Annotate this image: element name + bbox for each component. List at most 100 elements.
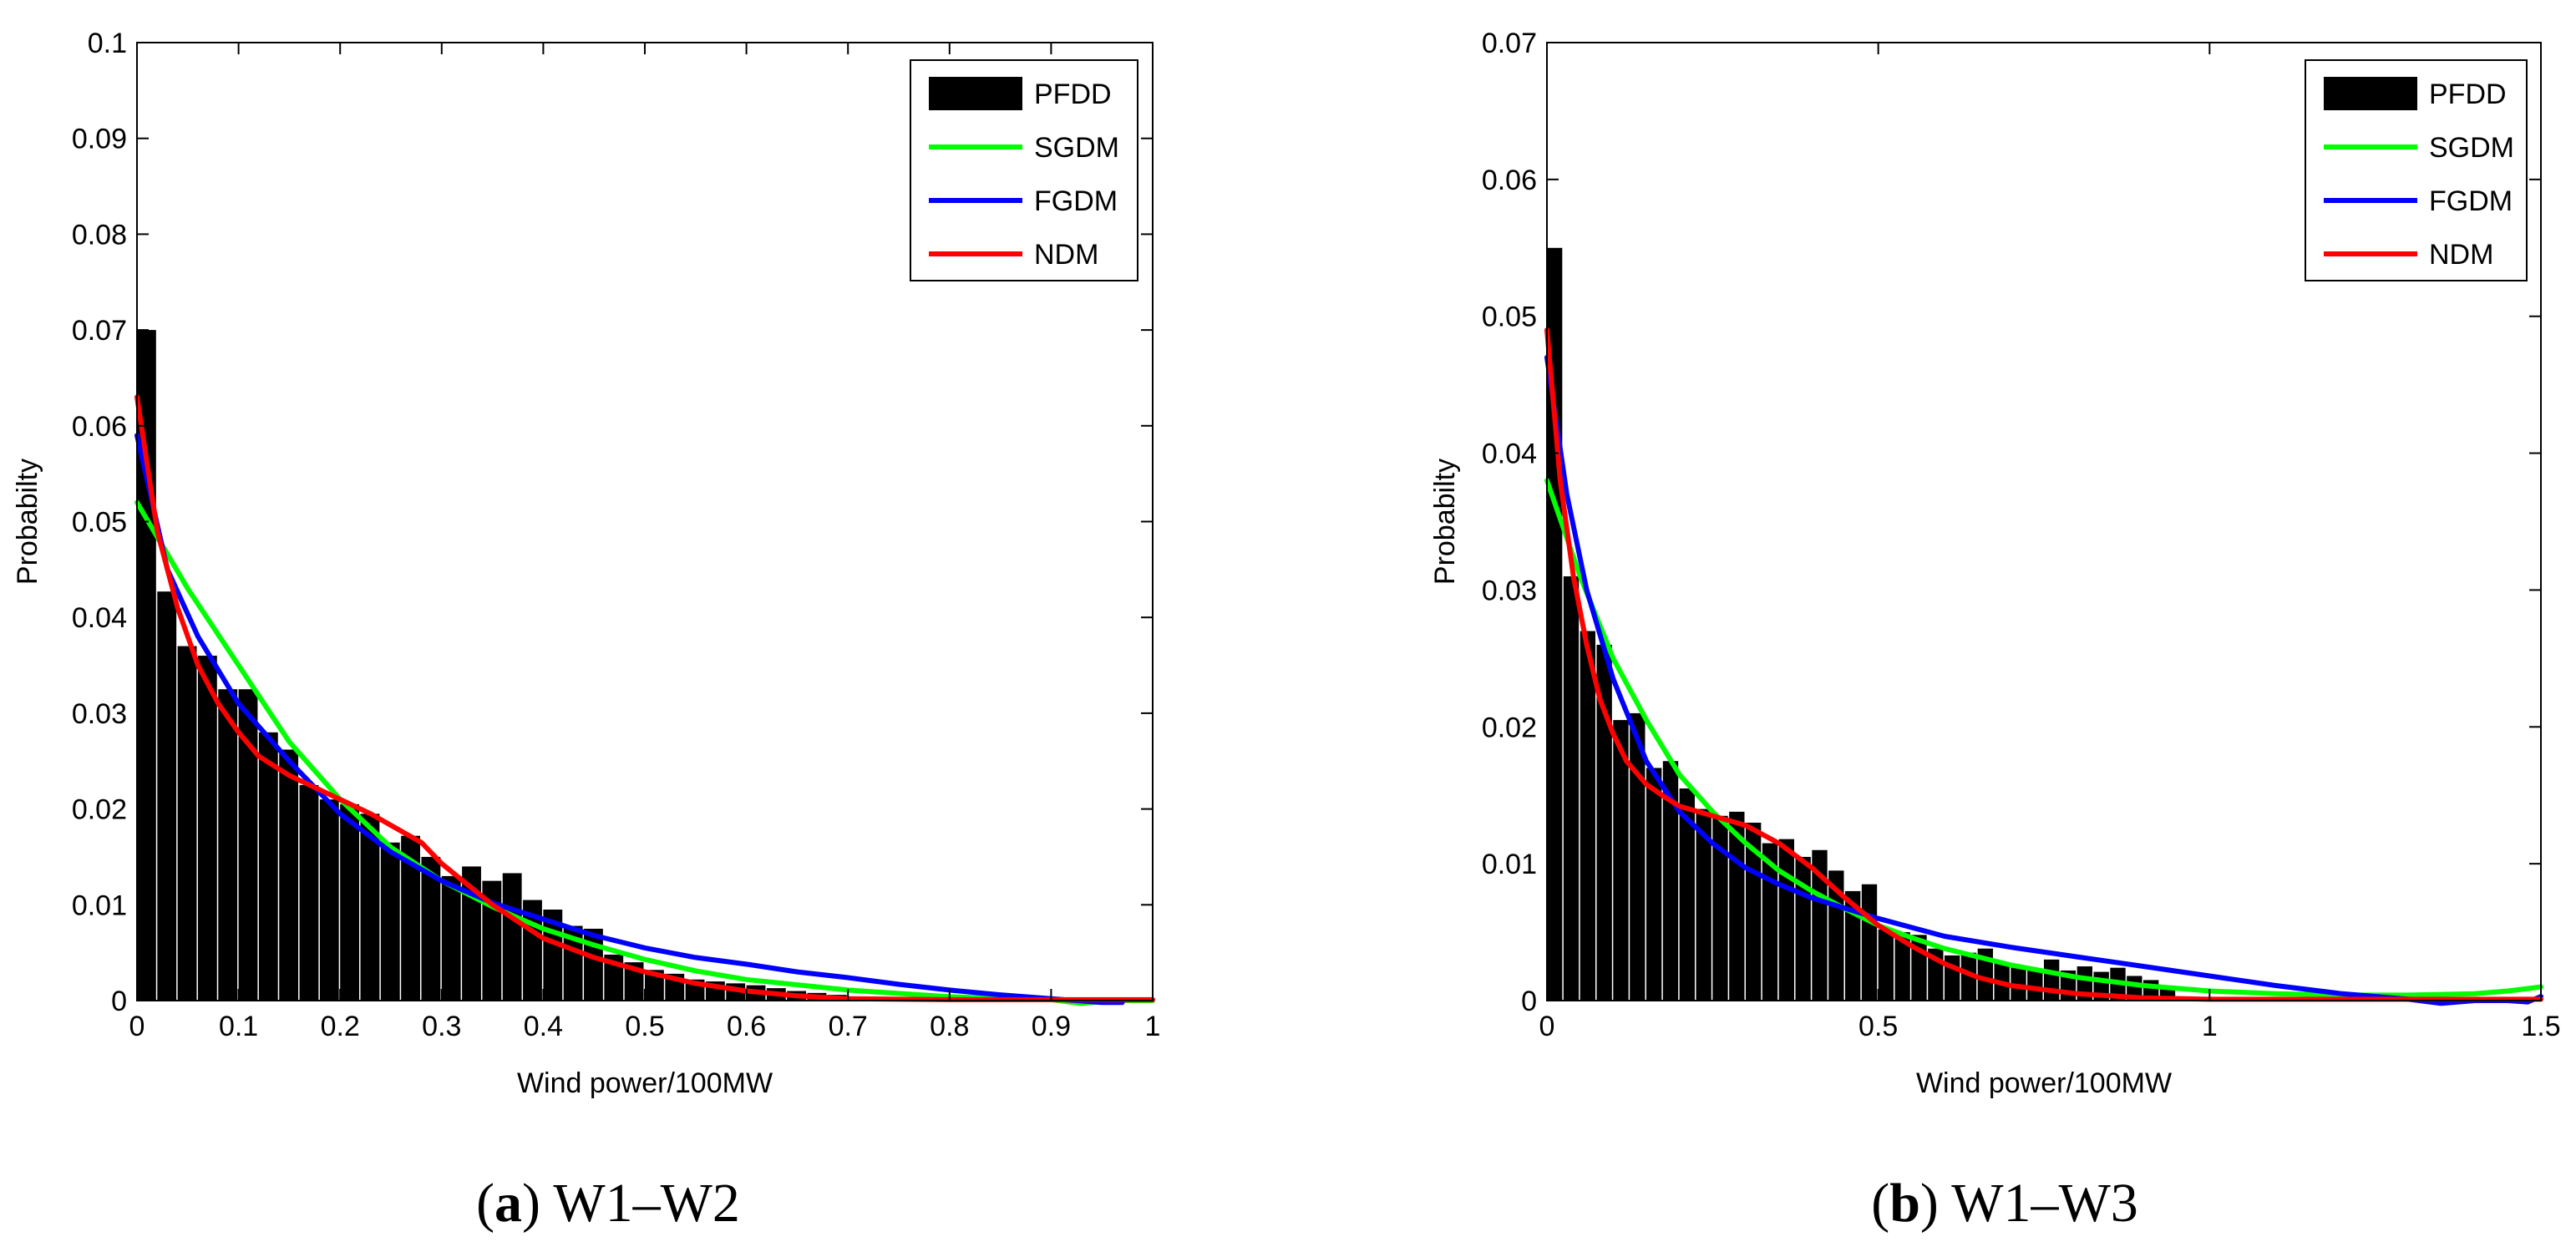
caption-panel-letter: a xyxy=(494,1173,522,1234)
chart-panel-b: 0 0.5 1 1.5 0 0.01 0.02 0.03 0.04 0.05 0.06 0.07 W… xyxy=(1429,28,2561,1234)
pfdd-bar xyxy=(238,689,258,1001)
y-tick-labels: 0 0.01 0.02 0.03 0.04 0.05 0.06 0.07 0.08 0.09 0.1 xyxy=(72,28,127,1017)
pfdd-bar xyxy=(197,656,217,1001)
x-tick-label: 0.6 xyxy=(727,1011,766,1042)
legend-label-fgdm: FGDM xyxy=(2429,185,2513,217)
caption-open-paren: ( xyxy=(1871,1173,1889,1234)
x-tick-label: 0 xyxy=(129,1011,145,1042)
caption-title: W1–W3 xyxy=(1951,1173,2138,1234)
x-tick-label: 1 xyxy=(1145,1011,1161,1042)
pfdd-bar xyxy=(401,835,420,1001)
pfdd-bar xyxy=(421,856,441,1001)
fgdm-curve xyxy=(1544,354,2543,1006)
y-tick-label: 0 xyxy=(111,986,127,1017)
y-tick-label: 0 xyxy=(1521,986,1537,1017)
ndm-curve xyxy=(134,394,1155,1002)
y-tick-label: 0.03 xyxy=(1482,575,1537,606)
x-axis-label: Wind power/100MW xyxy=(1916,1067,2172,1099)
y-tick-label: 0.03 xyxy=(72,698,127,730)
pfdd-bar xyxy=(279,749,299,1001)
y-tick-label: 0.1 xyxy=(88,28,127,59)
x-tick-label: 0.8 xyxy=(930,1011,969,1042)
legend-label-sgdm: SGDM xyxy=(2429,132,2514,164)
pfdd-bar xyxy=(299,784,319,1001)
y-tick-label: 0.08 xyxy=(72,219,127,251)
y-tick-label: 0.01 xyxy=(1482,849,1537,880)
pfdd-bar xyxy=(1696,808,1711,1001)
y-tick-label: 0.07 xyxy=(72,315,127,347)
pfdd-bar xyxy=(1662,761,1679,1001)
pfdd-bar xyxy=(1960,952,1977,1001)
y-axis-label: Probabilty xyxy=(12,459,43,585)
pfdd-bar xyxy=(258,732,278,1001)
legend-swatch-pfdd xyxy=(929,77,1022,110)
x-tick-label: 0.1 xyxy=(219,1011,258,1042)
x-tick-label: 0.3 xyxy=(422,1011,461,1042)
density-curves xyxy=(1544,327,2543,1006)
caption-close-paren: ) xyxy=(1920,1173,1951,1234)
y-tick-labels: 0 0.01 0.02 0.03 0.04 0.05 0.06 0.07 xyxy=(1482,28,1537,1017)
x-tick-labels: 0 0.5 1 1.5 xyxy=(1539,1011,2561,1042)
x-tick-label: 0.7 xyxy=(829,1011,868,1042)
y-tick-label: 0.06 xyxy=(72,411,127,443)
pfdd-bar xyxy=(1712,815,1728,1001)
legend-label-pfdd: PFDD xyxy=(2429,79,2507,110)
histogram-bars xyxy=(137,330,888,1001)
plot-frame xyxy=(1546,42,2542,1001)
legend: PFDD SGDM FGDM NDM xyxy=(910,59,1138,281)
pfdd-bar xyxy=(1894,932,1910,1001)
pfdd-bar xyxy=(1778,839,1794,1001)
pfdd-bar xyxy=(1596,644,1612,1001)
caption-close-paren: ) xyxy=(522,1173,553,1234)
pfdd-bar xyxy=(1812,849,1828,1001)
pfdd-bar xyxy=(1845,890,1861,1001)
legend-label-ndm: NDM xyxy=(1034,239,1098,271)
pfdd-bar xyxy=(1580,631,1595,1001)
x-tick-label: 1 xyxy=(2202,1011,2218,1042)
plot-frame xyxy=(136,42,1154,1001)
y-tick-label: 0.04 xyxy=(72,602,127,634)
pfdd-bar xyxy=(2011,966,2026,1001)
pfdd-bar xyxy=(360,814,380,1001)
ndm-curve xyxy=(1544,327,2543,1002)
panel-caption: (b) W1–W3 xyxy=(1871,1173,2138,1234)
pfdd-bar xyxy=(563,925,583,1001)
x-axis-label: Wind power/100MW xyxy=(517,1067,773,1099)
pfdd-bar xyxy=(218,689,238,1001)
legend-label-pfdd: PFDD xyxy=(1034,79,1112,110)
y-tick-label: 0.02 xyxy=(72,794,127,826)
pfdd-bar xyxy=(441,875,461,1001)
legend-swatch-pfdd xyxy=(2324,77,2417,110)
caption-panel-letter: b xyxy=(1889,1173,1920,1234)
x-tick-label: 0.5 xyxy=(1858,1011,1898,1042)
x-tick-label: 0.5 xyxy=(625,1011,664,1042)
pfdd-bar xyxy=(380,842,400,1001)
pfdd-bar xyxy=(319,799,339,1001)
pfdd-bar xyxy=(2044,959,2060,1001)
x-tick-label: 0 xyxy=(1539,1011,1555,1042)
pfdd-bar xyxy=(1613,720,1629,1001)
legend: PFDD SGDM FGDM NDM xyxy=(2305,59,2528,281)
legend-label-fgdm: FGDM xyxy=(1034,185,1118,217)
pfdd-bar xyxy=(177,646,197,1001)
y-tick-label: 0.06 xyxy=(1482,165,1537,196)
pfdd-bar xyxy=(1795,856,1811,1001)
fgdm-curve xyxy=(134,433,1125,1006)
pfdd-bar xyxy=(1861,884,1878,1001)
pfdd-bar xyxy=(1630,712,1645,1001)
panel-caption: (a) W1–W2 xyxy=(476,1173,740,1234)
chart-panel-a: 0 0.1 0.2 0.3 0.4 0.5 0.6 0.7 0.8 0.9 1 00.010.020… xyxy=(12,28,1160,1234)
y-tick-label: 0.09 xyxy=(72,124,127,155)
legend-label-sgdm: SGDM xyxy=(1034,132,1119,164)
y-tick-label: 0.07 xyxy=(1482,28,1537,59)
caption-open-paren: ( xyxy=(476,1173,494,1234)
pfdd-bar xyxy=(1646,768,1662,1001)
pfdd-bar xyxy=(2027,969,2043,1001)
y-tick-label: 0.04 xyxy=(1482,438,1537,470)
y-axis-label: Probabilty xyxy=(1429,459,1461,585)
y-tick-label: 0.02 xyxy=(1482,712,1537,743)
caption-title: W1–W2 xyxy=(553,1173,740,1234)
y-tick-label: 0.05 xyxy=(72,507,127,539)
pfdd-bar xyxy=(340,803,360,1001)
